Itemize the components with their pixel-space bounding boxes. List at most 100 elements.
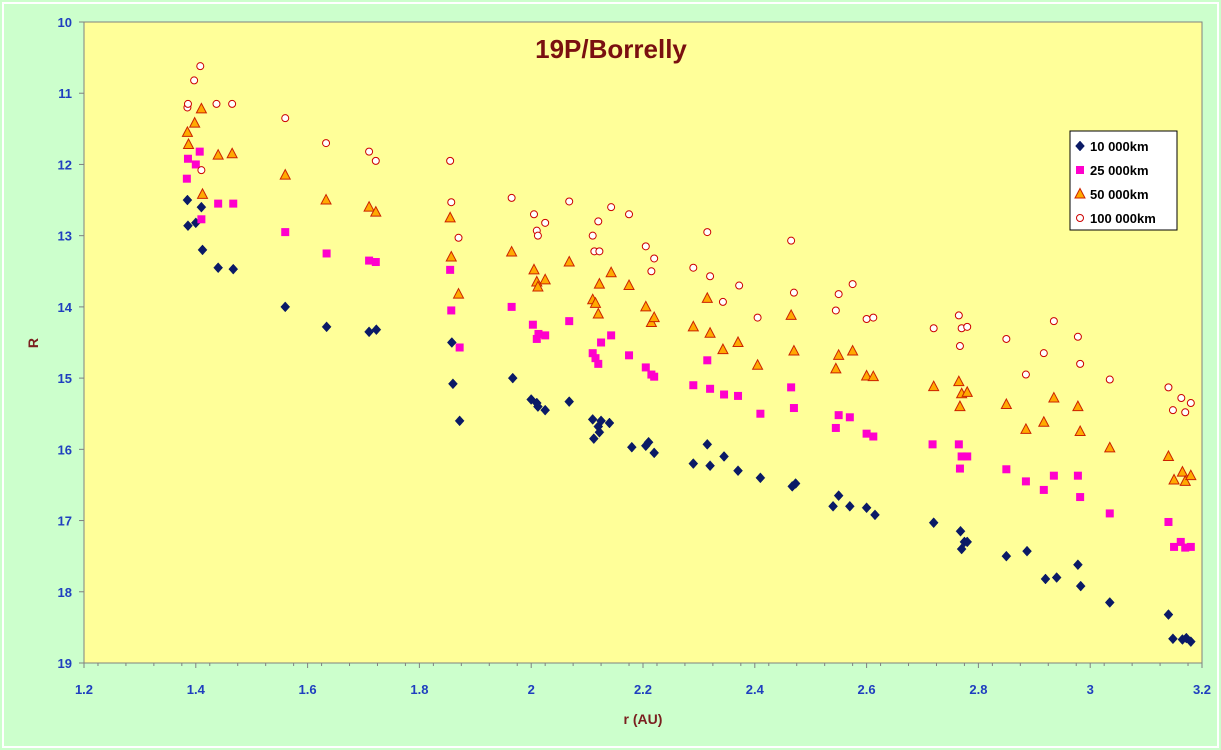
data-point: [279, 168, 292, 180]
series-2: [182, 147, 1195, 552]
data-point: [1076, 493, 1085, 502]
data-point: [1076, 359, 1085, 368]
data-point: [833, 490, 844, 502]
data-point: [565, 197, 574, 206]
data-point: [1073, 559, 1083, 571]
data-point: [1020, 422, 1032, 434]
y-axis: 10 11 12 13 14 15 16 17 18 19: [58, 15, 84, 671]
data-point: [183, 220, 193, 232]
data-point: [452, 287, 465, 299]
data-point: [191, 160, 200, 169]
data-point: [928, 440, 937, 449]
data-point: [454, 233, 463, 242]
data-point: [788, 344, 800, 356]
data-point: [1163, 609, 1174, 620]
series-4: [183, 62, 1195, 417]
data-point: [594, 426, 605, 438]
data-point: [365, 256, 374, 265]
data-point: [1037, 415, 1050, 427]
data-point: [1049, 317, 1058, 326]
data-point: [540, 404, 551, 416]
data-point: [687, 320, 700, 332]
data-point: [507, 302, 516, 311]
data-point: [625, 210, 634, 219]
data-point: [196, 62, 205, 71]
data-point: [321, 321, 332, 333]
data-point: [1002, 334, 1011, 343]
data-point: [213, 262, 223, 274]
data-point: [785, 308, 797, 320]
legend-box: [1069, 130, 1178, 231]
data-point: [528, 263, 540, 275]
legend-marker: [1076, 214, 1084, 222]
data-point: [229, 199, 238, 208]
data-point: [830, 362, 842, 374]
x-tick-label: 1.2: [75, 682, 93, 697]
y-tick-label: 18: [58, 585, 72, 600]
data-point: [703, 228, 712, 237]
x-tick-label: 2.6: [858, 682, 876, 697]
data-point: [322, 249, 331, 258]
series-3: [181, 102, 1197, 486]
data-point: [196, 187, 209, 199]
data-point: [689, 263, 698, 272]
data-point: [706, 272, 715, 281]
y-tick-label: 17: [58, 514, 72, 529]
data-point: [280, 301, 291, 313]
data-point: [719, 451, 729, 462]
data-point: [183, 154, 192, 163]
data-point: [320, 193, 332, 205]
data-point: [927, 380, 940, 392]
x-tick-label: 2.4: [746, 682, 765, 697]
data-point: [1104, 597, 1115, 608]
data-point: [446, 265, 455, 274]
data-point: [734, 391, 743, 400]
data-point: [962, 536, 973, 548]
legend-label: 25 000km: [1090, 163, 1149, 178]
data-point: [532, 280, 544, 292]
data-point: [1072, 400, 1084, 412]
data-point: [539, 273, 552, 285]
data-point: [212, 99, 221, 108]
data-point: [1177, 394, 1186, 403]
data-point: [181, 125, 194, 137]
data-point: [212, 148, 224, 160]
data-point: [717, 343, 729, 355]
data-point: [789, 288, 798, 297]
data-point: [1048, 391, 1060, 403]
data-point: [322, 139, 331, 148]
data-point: [963, 322, 972, 331]
data-point: [626, 441, 637, 453]
data-point: [1168, 406, 1177, 415]
data-point: [848, 280, 857, 289]
data-point: [369, 205, 382, 217]
data-point: [834, 290, 843, 299]
data-point: [564, 396, 575, 407]
legend-marker: [1075, 140, 1085, 152]
data-point: [787, 236, 796, 245]
data-point: [702, 438, 713, 450]
data-point: [732, 335, 744, 347]
chart-title: 19P/Borrelly: [535, 34, 687, 64]
legend-label: 10 000km: [1090, 139, 1149, 154]
data-point: [1001, 550, 1012, 562]
data-point: [955, 525, 966, 537]
data-point: [505, 245, 518, 257]
data-point: [955, 464, 964, 473]
data-point: [594, 359, 603, 368]
x-tick-label: 3.2: [1193, 682, 1211, 697]
data-point: [954, 400, 966, 412]
data-point: [1164, 517, 1173, 526]
data-point: [371, 156, 380, 165]
data-point: [688, 458, 699, 469]
data-point: [595, 247, 604, 256]
data-point: [955, 342, 964, 351]
data-point: [862, 429, 871, 438]
data-point: [196, 201, 207, 213]
data-point: [182, 194, 193, 206]
data-point: [1039, 485, 1048, 494]
data-point: [1021, 477, 1030, 486]
data-point: [860, 369, 873, 381]
data-point: [593, 277, 606, 289]
data-point: [371, 258, 380, 267]
